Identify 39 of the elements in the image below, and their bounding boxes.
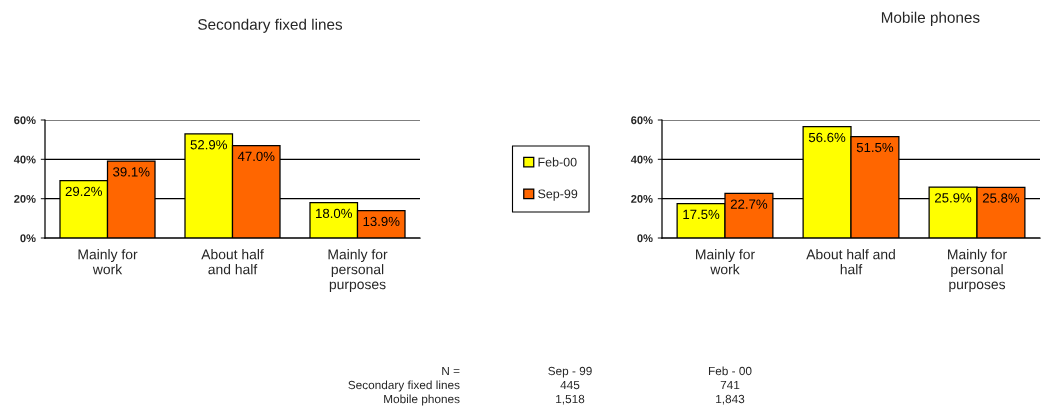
text: 1,518 (556, 394, 585, 405)
legend-label: Sep-99 (538, 189, 578, 201)
data-label: 51.5% (856, 142, 894, 153)
data-label: 52.9% (190, 140, 227, 150)
data-label: 47.0% (237, 151, 275, 162)
chart-title: Secondary fixed lines (198, 18, 343, 33)
data-label: 18.0% (316, 208, 352, 219)
x-tick-label: Mainly for work (696, 249, 755, 275)
y-tick-label: 60% (14, 116, 36, 125)
x-tick-label: Mainly for personal purposes (948, 249, 1007, 292)
text: Mobile phones (384, 394, 460, 406)
legend-label: Feb-00 (538, 157, 577, 167)
text: N = (442, 366, 460, 376)
data-label: 13.9% (363, 216, 400, 227)
data-label: 25.8% (982, 193, 1020, 203)
chart-title: Mobile phones (881, 11, 980, 26)
y-tick-label: 40% (630, 155, 653, 164)
data-label: 17.5% (683, 209, 720, 220)
text: Secondary fixed lines (348, 380, 460, 392)
text: Feb - 00 (708, 366, 752, 376)
y-tick-label: 60% (631, 116, 653, 125)
data-label: 56.6% (808, 132, 846, 143)
data-label: 39.1% (113, 167, 150, 177)
y-tick-label: 0% (20, 234, 36, 243)
y-tick-label: 20% (631, 194, 653, 203)
y-tick-label: 0% (637, 234, 653, 243)
x-tick-label: Mainly for personal purposes (328, 249, 388, 292)
data-label: 22.7% (730, 199, 768, 209)
y-tick-label: 40% (13, 155, 36, 164)
x-tick-label: Mainly for work (78, 249, 138, 275)
y-tick-label: 20% (14, 194, 36, 203)
data-label: 25.9% (935, 193, 972, 203)
text: 741 (720, 380, 740, 390)
data-label: 29.2% (65, 186, 102, 197)
x-tick-label: About half and half (201, 249, 264, 275)
text: Sep - 99 (548, 366, 592, 378)
text: 445 (560, 380, 580, 390)
text: 1,843 (716, 394, 745, 405)
x-tick-label: About half and half (806, 249, 895, 275)
